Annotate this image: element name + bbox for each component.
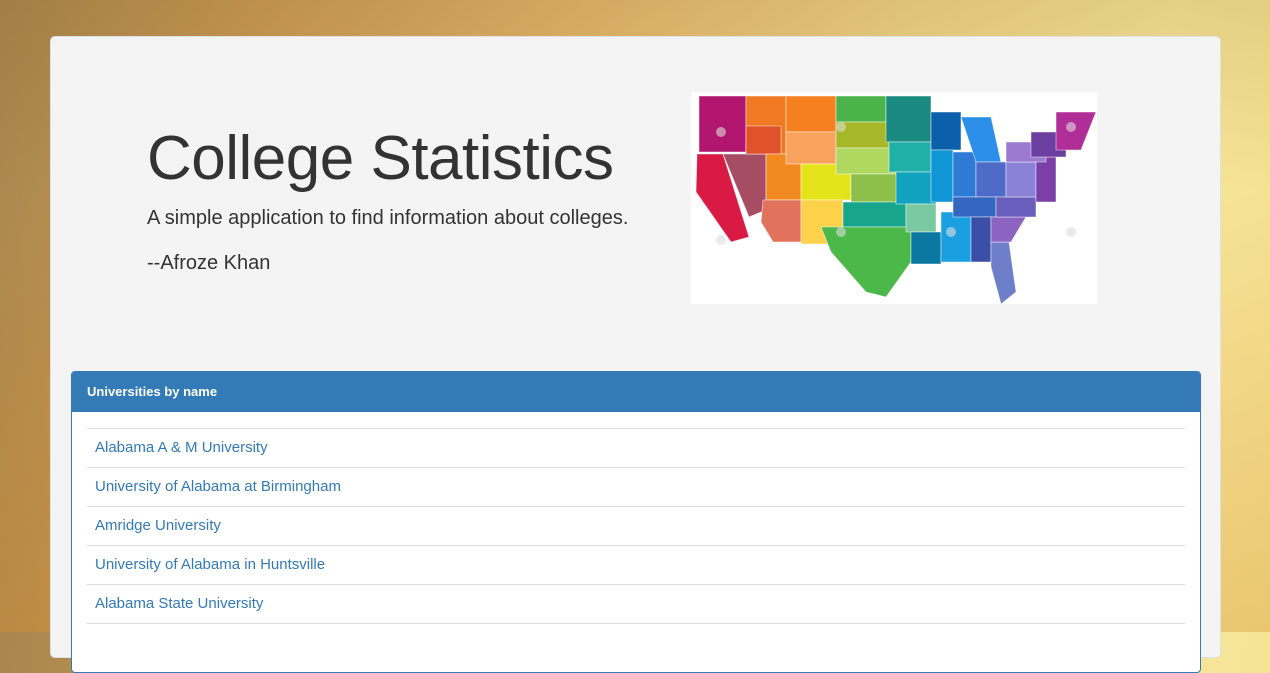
list-item: Alabama A & M University: [87, 429, 1185, 468]
page-subtitle: A simple application to find information…: [147, 207, 629, 229]
us-map-image: [691, 92, 1097, 305]
list-item: University of Alabama at Birmingham: [87, 468, 1185, 507]
page-title: College Statistics: [147, 124, 614, 193]
author-credit: --Afroze Khan: [147, 252, 271, 274]
university-link[interactable]: Amridge University: [95, 517, 221, 534]
university-list: Alabama A & M University University of A…: [87, 428, 1185, 624]
panel-heading: Universities by name: [72, 372, 1200, 412]
university-link[interactable]: Alabama A & M University: [95, 439, 268, 456]
university-link[interactable]: Alabama State University: [95, 595, 264, 612]
list-item: Amridge University: [87, 507, 1185, 546]
list-item: University of Alabama in Huntsville: [87, 546, 1185, 585]
universities-panel: Universities by name Alabama A & M Unive…: [71, 371, 1201, 673]
list-item: Alabama State University: [87, 585, 1185, 624]
university-link[interactable]: University of Alabama in Huntsville: [95, 556, 326, 573]
us-map-illustration: [695, 95, 1097, 305]
university-link[interactable]: University of Alabama at Birmingham: [95, 478, 341, 495]
jumbotron: College Statistics A simple application …: [50, 36, 1221, 673]
